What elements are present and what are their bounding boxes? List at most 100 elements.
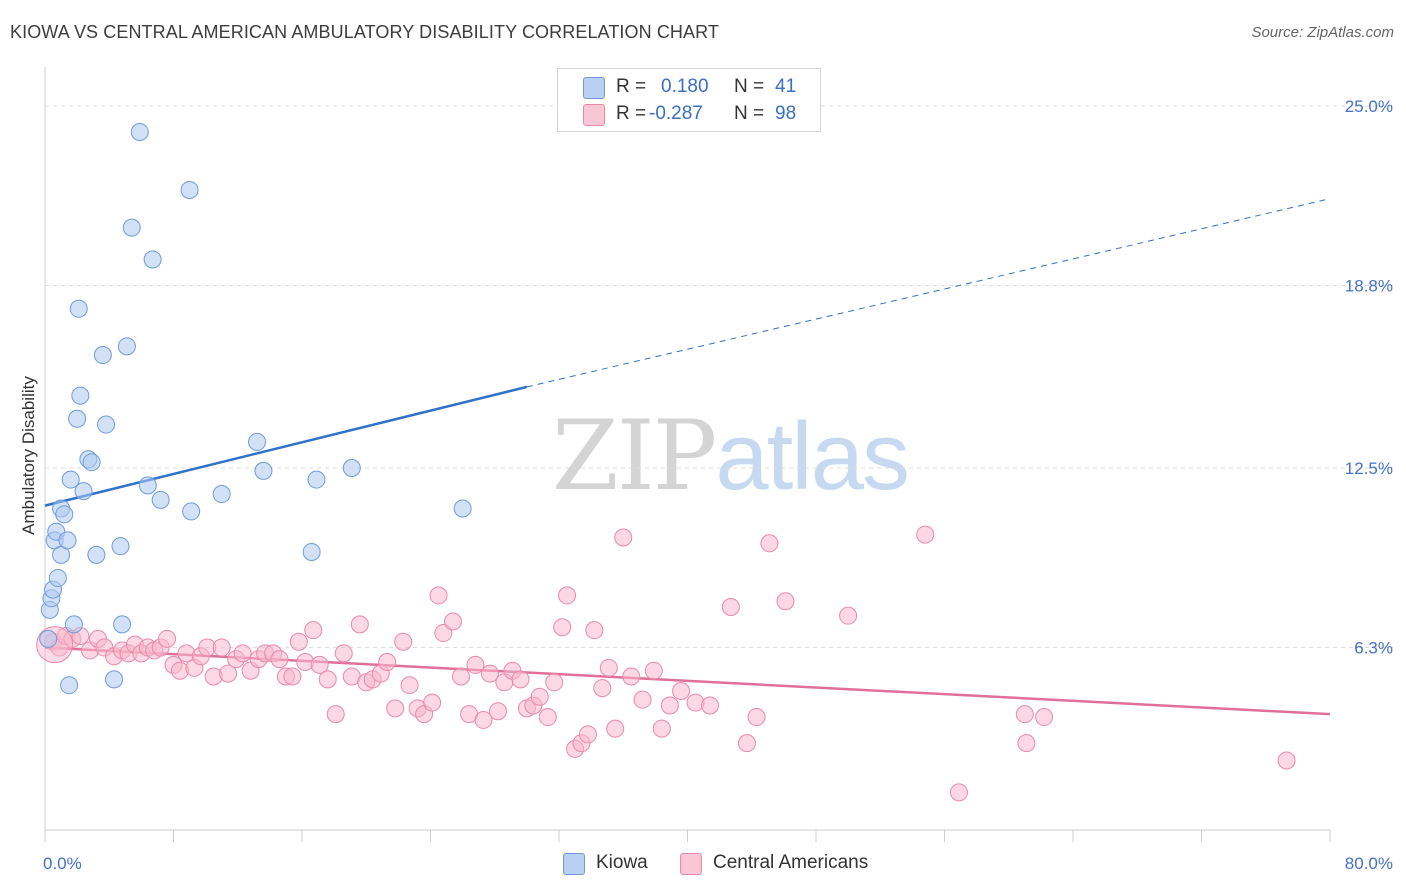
central-americans-point [212,638,231,657]
central-americans-point [530,687,549,706]
kiowa-n-label: N = [734,76,765,97]
kiowa-point [117,337,136,356]
watermark-zip: ZIP [552,400,717,512]
central-americans-point [644,661,663,680]
central-americans-point [1017,734,1036,753]
kiowa-point [39,629,58,648]
tick-labels: 6.3% 12.5% 18.8% 25.0% 0.0% 80.0% Ambulatory D… [19,97,1393,873]
kiowa-point [111,537,130,556]
bottom-legend-kiowa-swatch [563,853,585,875]
kiowa-point [93,346,112,365]
central-americans-point [949,783,968,802]
central-americans-point [394,632,413,651]
central-americans-point [283,667,302,686]
kiowa-point [113,615,132,634]
central-r-value: -0.287 [649,103,703,124]
y-tick-label: 18.8% [1345,277,1393,296]
central-americans-point [1015,705,1034,724]
central-swatch [583,104,605,126]
kiowa-point [48,569,67,588]
kiowa-point [342,458,361,477]
central-americans-point [318,670,337,689]
central-americans-point [219,664,238,683]
central-americans-point [386,699,405,718]
central-americans-point [760,534,779,553]
bottom-legend-kiowa: Kiowa [596,852,648,873]
central-americans-point [839,606,858,625]
central-americans-point [660,696,679,715]
central-americans-point [310,655,329,674]
kiowa-point [122,218,141,237]
kiowa-r-value: 0.180 [661,76,709,97]
central-americans-point [158,629,177,648]
central-americans-point [558,586,577,605]
central-americans-point [289,632,308,651]
watermark-atlas: atlas [715,403,910,510]
kiowa-swatch [583,77,605,99]
kiowa-point [69,299,88,318]
kiowa-point [151,490,170,509]
central-americans-point [633,690,652,709]
central-americans-point [378,653,397,672]
kiowa-point [61,470,80,489]
central-n-label: N = [734,103,765,124]
central-americans-point [304,621,323,640]
y-tick-label: 25.0% [1345,97,1393,116]
axes [44,67,1331,842]
central-americans-point [480,664,499,683]
kiowa-n-value: 41 [775,76,797,97]
kiowa-point [87,545,106,564]
kiowa-point [60,676,79,695]
central-r-label: R = [616,103,647,124]
central-americans-point [599,658,618,677]
central-americans-point [606,719,625,738]
central-americans-point [614,528,633,547]
central-americans-point [1277,751,1296,770]
trend-lines [44,198,1331,716]
kiowa-point [82,453,101,472]
kiowa-point [248,432,267,451]
central-americans-point [452,667,471,686]
central-americans-point [326,705,345,724]
central-americans-point [737,734,756,753]
kiowa-point [453,499,472,518]
kiowa-point [74,482,93,501]
kiowa-trend-line [44,385,528,507]
kiowa-points [39,123,472,695]
central-americans-point [429,586,448,605]
kiowa-trend-extension [526,198,1331,388]
central-americans-point [350,615,369,634]
x-tick-label-max: 80.0% [1345,854,1393,873]
central-americans-point [622,667,641,686]
kiowa-point [68,409,87,428]
kiowa-point [143,250,162,269]
central-americans-point [652,719,671,738]
central-americans-point [747,708,766,727]
kiowa-point [58,531,77,550]
kiowa-point [64,615,83,634]
y-tick-label: 6.3% [1354,639,1393,658]
kiowa-point [302,542,321,561]
central-americans-point [585,621,604,640]
central-americans-points [36,525,1296,802]
central-americans-point [423,693,442,712]
y-axis-label: Ambulatory Disability [19,376,38,535]
central-americans-point [270,650,289,669]
kiowa-point [212,485,231,504]
bottom-legend-central-swatch [680,853,702,875]
central-n-value: 98 [775,103,797,124]
kiowa-point [130,123,149,142]
correlation-legend: R = 0.180 N = 41 R = -0.287 N = 98 [557,68,821,132]
central-americans-point [466,655,485,674]
kiowa-point [182,502,201,521]
bottom-legend-central: Central Americans [713,852,869,873]
central-americans-point [474,710,493,729]
central-americans-point [434,624,453,643]
kiowa-point [97,415,116,434]
x-tick-label-min: 0.0% [43,854,82,873]
central-americans-point [721,597,740,616]
kiowa-point [55,505,74,524]
central-americans-point [545,673,564,692]
chart-title: KIOWA VS CENTRAL AMERICAN AMBULATORY DIS… [10,22,720,42]
